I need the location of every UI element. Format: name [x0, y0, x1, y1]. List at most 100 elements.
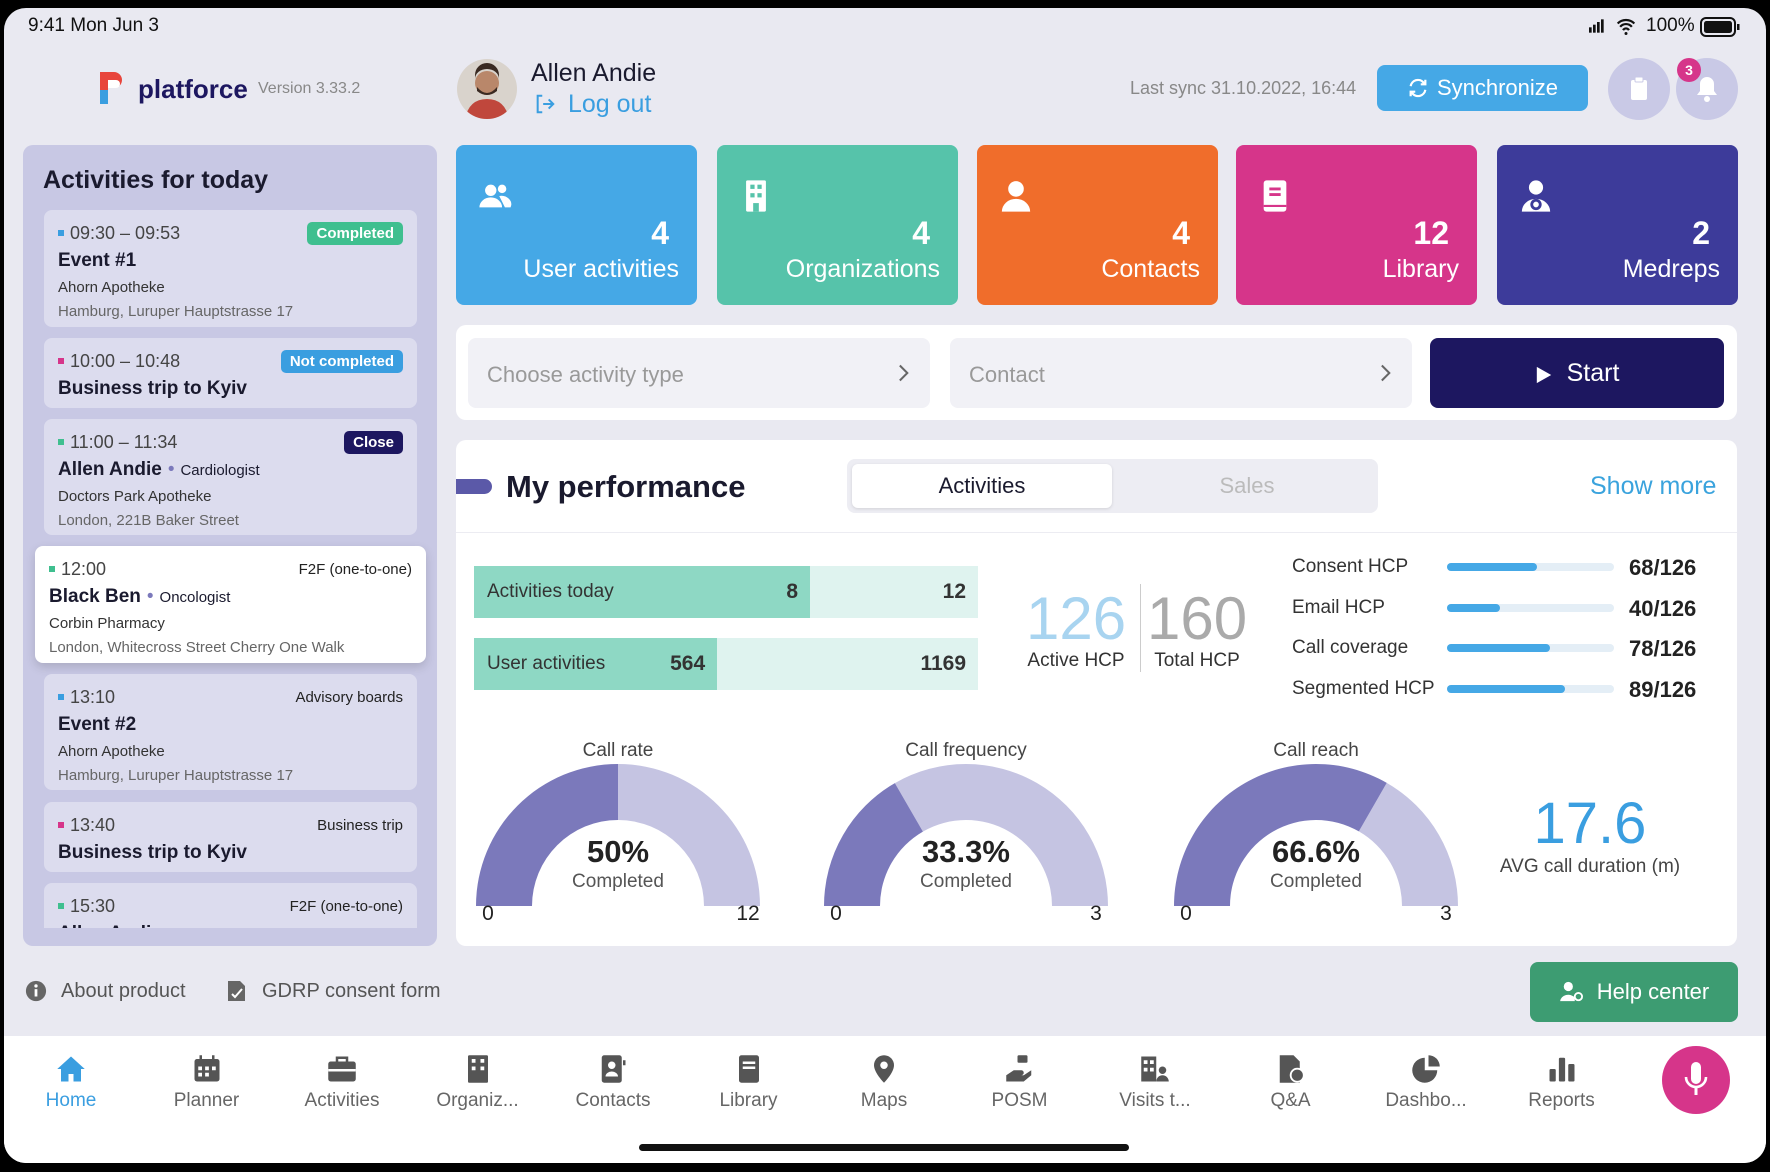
activity-card[interactable]: 12:00 F2F (one-to-one) Black Ben • Oncologis… [35, 546, 426, 663]
nav-icon-glyph [738, 1055, 759, 1083]
activity-type-select[interactable]: Choose activity type [468, 338, 930, 408]
activity-time: 09:30 – 09:53 [70, 222, 181, 243]
activity-card[interactable]: 13:40 Business trip Business trip to Kyiv [44, 802, 417, 872]
role-separator: • [167, 459, 175, 480]
show-more-link[interactable]: Show more [1590, 472, 1717, 500]
nav-icon [463, 1054, 493, 1084]
nav-label: Reports [1528, 1090, 1595, 1111]
activity-time-row: 15:30 F2F (one-to-one) [58, 893, 403, 919]
nav-item[interactable]: Organiz... [418, 1050, 538, 1140]
progress-fill [474, 566, 810, 618]
nav-item[interactable]: POSM [960, 1050, 1080, 1140]
activity-place: Doctors Park Apotheke [58, 488, 212, 505]
nav-item[interactable]: Maps [824, 1050, 944, 1140]
avg-call-label: AVG call duration (m) [1499, 856, 1681, 877]
help-icon [1559, 981, 1585, 1003]
total-hcp-label: Total HCP [1154, 650, 1240, 671]
metric-value: 89/126 [1629, 676, 1697, 702]
nav-icon-glyph [194, 1055, 219, 1082]
help-center-button[interactable]: Help center [1530, 962, 1738, 1022]
progress-label: Activities today [487, 581, 614, 602]
nav-item[interactable]: Contacts [553, 1050, 673, 1140]
activity-title-row: Business trip to Kyiv [58, 374, 403, 404]
notification-badge: 3 [1677, 58, 1701, 82]
nav-item[interactable]: Home [11, 1050, 131, 1140]
activity-place: Ahorn Apotheke [58, 279, 165, 296]
active-hcp-label: Active HCP [1027, 650, 1125, 671]
tile-icon-glyph [746, 180, 766, 212]
activity-title-row: Business trip to Kyiv [58, 838, 403, 868]
metric-bar [1447, 644, 1551, 652]
nav-label: Maps [860, 1090, 908, 1111]
performance-tab[interactable]: Sales [1219, 473, 1275, 498]
performance-tab[interactable]: Activities [852, 464, 1112, 508]
metric-bar [1447, 684, 1565, 693]
progress-track: Activities today 8 12 [474, 566, 978, 618]
clipboard-button[interactable] [1608, 58, 1670, 120]
panel-divider [456, 532, 1737, 533]
stat-tile[interactable]: 4 Contacts [977, 145, 1218, 305]
stat-tile[interactable]: 2 Medreps [1497, 145, 1738, 305]
nav-icon-glyph [1279, 1055, 1305, 1083]
activity-card[interactable]: 13:10 Advisory boards Event #2 Ahorn Apothe… [44, 674, 417, 790]
signal-icon-glyph [1589, 19, 1604, 33]
nav-item[interactable]: Reports [1502, 1050, 1622, 1140]
progress-total: 12 [942, 580, 966, 603]
nav-item[interactable]: Visits t... [1095, 1050, 1215, 1140]
activity-title: Black Ben [49, 586, 141, 607]
activity-type: F2F (one-to-one) [289, 897, 403, 915]
tile-icon-glyph [1001, 181, 1031, 212]
nav-icon-glyph [328, 1056, 356, 1082]
nav-icon [56, 1054, 86, 1084]
gauge-max: 12 [736, 902, 760, 925]
gauge-value: 66.6% [1272, 834, 1360, 869]
activity-status-badge: Close [344, 430, 403, 454]
activity-title-row: Event #1 [58, 246, 403, 276]
role-separator: • [168, 923, 175, 928]
battery-level: 100% [1646, 15, 1695, 36]
nav-icon [1411, 1054, 1441, 1084]
consent-form-link[interactable]: GDRP consent form [262, 980, 441, 1002]
about-product-link[interactable]: About product [61, 980, 186, 1002]
nav-icon-glyph [1549, 1057, 1574, 1082]
nav-item[interactable]: Activities [282, 1050, 402, 1140]
stat-tile[interactable]: 4 Organizations [717, 145, 958, 305]
nav-item[interactable]: Planner [147, 1050, 267, 1140]
nav-icon-glyph [1412, 1055, 1440, 1083]
nav-icon [734, 1054, 764, 1084]
activity-card[interactable]: 10:00 – 10:48 Not completed Business trip … [44, 338, 417, 408]
tile-icon [739, 179, 773, 213]
metric-track [1447, 603, 1614, 612]
mic-icon-glyph [1684, 1062, 1708, 1095]
nav-item[interactable]: Library [689, 1050, 809, 1140]
stat-tile[interactable]: 12 Library [1236, 145, 1477, 305]
logout-link[interactable]: Log out [568, 90, 652, 118]
gauge-min: 0 [830, 902, 842, 925]
activity-card[interactable]: 09:30 – 09:53 Completed Event #1 Ahorn Apot… [44, 210, 417, 327]
activity-dot [58, 358, 64, 364]
stat-tile[interactable]: 4 User activities [456, 145, 697, 305]
activity-role: Cardiologist [180, 926, 259, 928]
nav-icon-glyph [1005, 1055, 1031, 1082]
activity-address: Hamburg, Luruper Hauptstrasse 17 [58, 303, 294, 320]
activity-place: Corbin Pharmacy [49, 615, 165, 632]
metric-track [1447, 684, 1614, 693]
nav-item[interactable]: Q&A [1231, 1050, 1351, 1140]
sync-button[interactable]: Synchronize [1377, 65, 1588, 111]
activity-place: Ahorn Apotheke [58, 743, 165, 760]
voice-button[interactable] [1662, 1046, 1730, 1114]
contact-select[interactable]: Contact [950, 338, 1412, 408]
tile-label: Organizations [785, 255, 940, 283]
start-button[interactable]: Start [1430, 338, 1724, 408]
activity-card[interactable]: 15:30 F2F (one-to-one) Allen Andie • Cardiol… [44, 883, 417, 928]
chevron-icon [1376, 362, 1396, 384]
activity-card[interactable]: 11:00 – 11:34 Close Allen Andie • Cardiologi… [44, 419, 417, 535]
wifi-icon-glyph [1616, 18, 1636, 35]
gauge-title: Call frequency [905, 740, 1027, 761]
logo-icon [96, 68, 130, 108]
mic-icon [1683, 1061, 1709, 1099]
activities-list: 09:30 – 09:53 Completed Event #1 Ahorn Apot… [0, 200, 450, 928]
nav-item[interactable]: Dashbo... [1366, 1050, 1486, 1140]
play-icon-glyph [1536, 366, 1551, 384]
